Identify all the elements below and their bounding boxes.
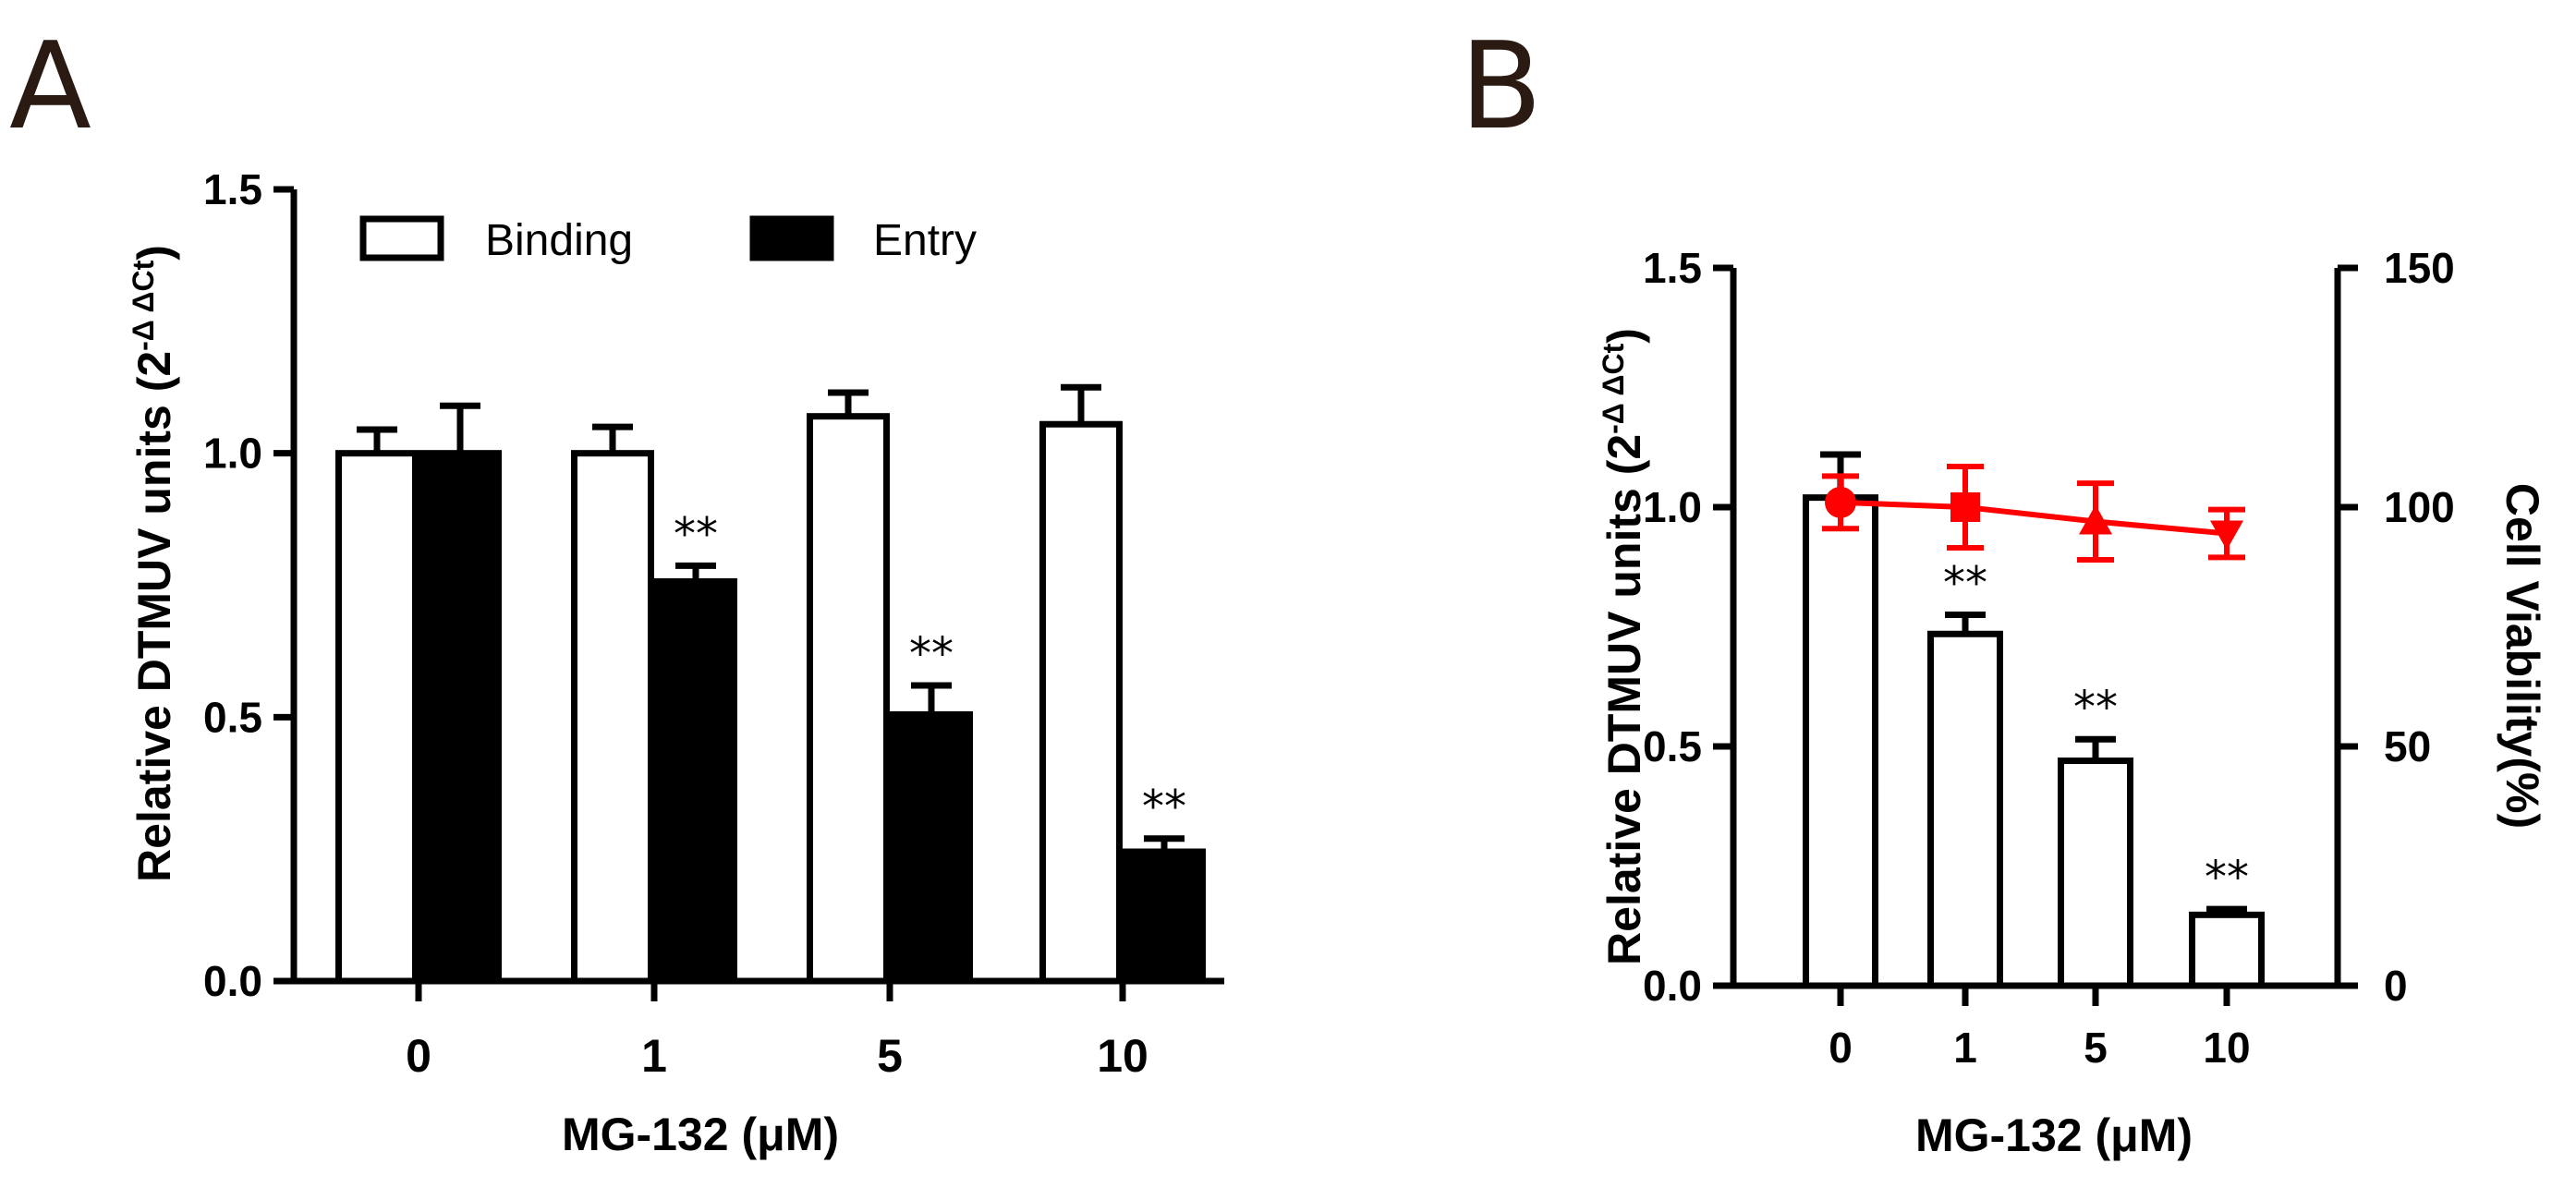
y-tick-right-label: 50 — [2384, 722, 2431, 770]
chart-b-viability-line — [1822, 463, 2245, 563]
y-tick-label: 1.0 — [203, 430, 262, 478]
y-tick-left-label: 1.5 — [1643, 244, 1702, 292]
viability-point — [2210, 520, 2243, 551]
viability-point — [2079, 504, 2112, 535]
bar-entry — [654, 578, 737, 985]
y-tick-label: 0.5 — [203, 693, 262, 741]
x-tick-label: 1 — [1953, 1024, 1977, 1072]
bar-entry — [419, 450, 502, 985]
bar-dtmuv — [2058, 758, 2133, 989]
chart-b-ylabel-sup: -Δ ΔCt — [1597, 343, 1630, 433]
y-tick-left-label: 1.0 — [1643, 483, 1702, 531]
y-tick-label: 0.0 — [203, 957, 262, 1005]
significance-marker: ** — [2073, 682, 2118, 733]
legend-swatch-entry — [749, 215, 834, 261]
bar-dtmuv — [2189, 911, 2265, 989]
chart-b-ylabel-right: Cell Viability(%) — [2497, 483, 2548, 829]
y-tick-label: 1.5 — [203, 165, 262, 213]
chart-b-axes: 0.0 0.5 1.0 1.5 0 50 100 150 0 1 5 10 — [1643, 244, 2455, 1072]
significance-marker: ** — [2205, 852, 2249, 903]
significance-marker: ** — [1142, 782, 1186, 833]
chart-a-error-bars — [357, 383, 1185, 853]
bar-binding — [807, 413, 890, 985]
bar-binding — [1039, 420, 1123, 985]
chart-b-ylabel-main: Relative DTMUV units (2 — [1598, 434, 1650, 965]
y-tick-right-label: 0 — [2384, 962, 2408, 1010]
significance-marker: ** — [674, 508, 718, 560]
bar-binding — [335, 450, 419, 985]
x-tick-label: 5 — [877, 1030, 903, 1082]
panel-letter-a: A — [9, 16, 91, 156]
y-tick-left-label: 0.5 — [1643, 722, 1702, 770]
chart-a-legend: Binding Entry — [359, 215, 977, 265]
legend-swatch-binding — [359, 215, 444, 261]
bar-dtmuv — [1803, 494, 1878, 989]
chart-b-error-bars — [1820, 451, 2247, 915]
chart-a-ylabel: Relative DTMUV units (2-Δ ΔCt) — [127, 245, 180, 882]
chart-a-ylabel-main: Relative DTMUV units (2 — [128, 351, 180, 882]
x-tick-label: 0 — [1829, 1024, 1853, 1072]
viability-point — [1825, 486, 1856, 518]
chart-b-ylabel-left: Relative DTMUV units (2-Δ ΔCt) — [1597, 328, 1650, 965]
chart-b: ** ** ** 0.0 0.5 1.0 1.5 0 50 100 150 0 1 5 10 MG-132… — [1597, 244, 2548, 1161]
bar-entry — [1123, 848, 1206, 985]
x-tick-label: 5 — [2084, 1024, 2108, 1072]
y-tick-right-label: 100 — [2384, 483, 2455, 531]
x-tick-label: 10 — [2203, 1024, 2250, 1072]
chart-a-xlabel: MG-132 (μM) — [562, 1109, 839, 1160]
chart-a-ylabel-sup: -Δ ΔCt — [127, 260, 160, 350]
x-tick-label: 0 — [406, 1030, 431, 1082]
y-tick-left-label: 0.0 — [1643, 962, 1702, 1010]
chart-b-annotations: ** ** ** — [1943, 558, 2249, 904]
legend-label-binding: Binding — [485, 216, 633, 265]
chart-a: ** ** ** 0.0 0.5 1.0 1.5 0 1 5 10 Binding Entry M… — [127, 165, 1224, 1160]
bar-dtmuv — [1927, 630, 2003, 989]
chart-b-bars — [1803, 494, 2265, 989]
x-tick-label: 1 — [641, 1030, 667, 1082]
legend-label-entry: Entry — [873, 216, 977, 265]
significance-marker: ** — [909, 628, 954, 680]
chart-a-bars — [335, 413, 1206, 985]
significance-marker: ** — [1943, 558, 1987, 610]
x-tick-label: 10 — [1097, 1030, 1148, 1082]
chart-a-annotations: ** ** ** — [674, 508, 1186, 832]
chart-a-ylabel-close: ) — [128, 245, 180, 261]
chart-b-xlabel: MG-132 (μM) — [1915, 1109, 2193, 1161]
chart-b-ylabel-close: ) — [1598, 328, 1650, 344]
chart-a-axes: 0.0 0.5 1.0 1.5 0 1 5 10 — [203, 165, 1224, 1082]
viability-line — [1840, 499, 2228, 537]
viability-point — [1950, 492, 1980, 522]
y-tick-right-label: 150 — [2384, 244, 2455, 292]
bar-binding — [571, 450, 654, 985]
panel-letter-b: B — [1460, 16, 1542, 156]
bar-entry — [890, 710, 973, 985]
